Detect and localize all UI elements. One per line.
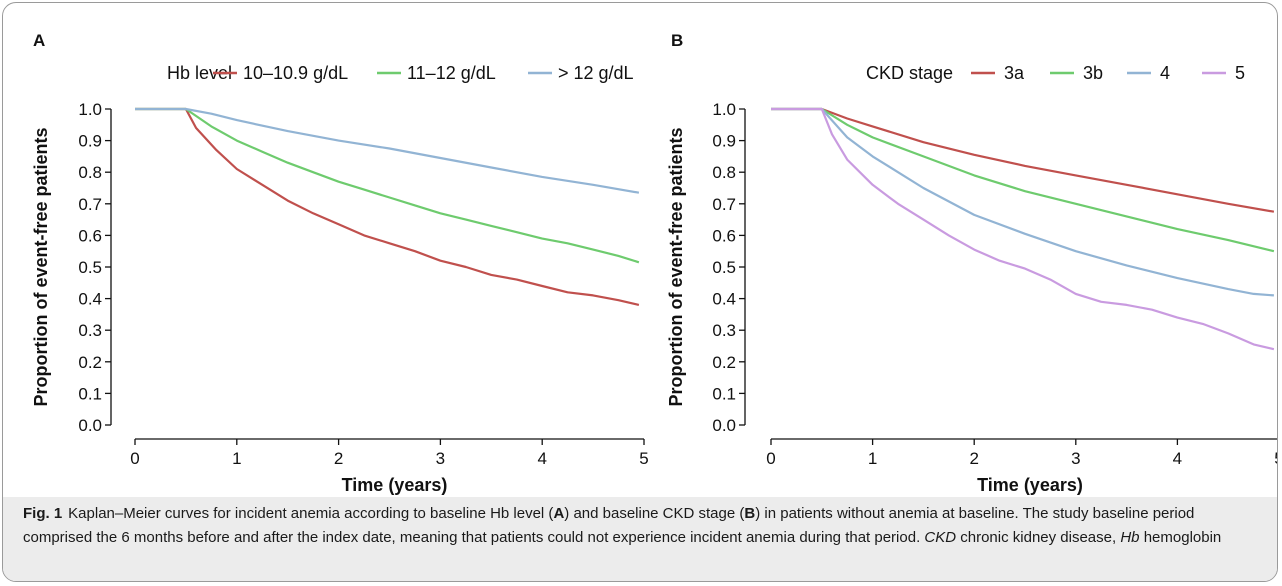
- panel-a-y-tick-label: 0.3: [78, 321, 102, 340]
- panel-b-y-tick-label: 0.3: [712, 321, 736, 340]
- panel-a-legend-label-3: > 12 g/dL: [558, 63, 634, 83]
- panel-b-x-axis-title: Time (years): [977, 475, 1083, 495]
- caption-abbr-ckd: CKD: [924, 528, 957, 546]
- panel-b-legend-title: CKD stage: [866, 63, 953, 83]
- panel-a-curve-3: [135, 107, 640, 194]
- panel-b-y-tick-label: 0.1: [712, 384, 736, 403]
- panel-a-legend-label-1: 10–10.9 g/dL: [243, 63, 348, 83]
- panel-b-curve-2: [771, 107, 1275, 253]
- panel-b-x-tick-label: 5: [1274, 449, 1278, 468]
- panel-a-y-axis-title: Proportion of event-free patients: [31, 127, 51, 406]
- panel-b-curve-3: [771, 107, 1274, 297]
- panel-a-y-tick-label: 0.8: [78, 163, 102, 182]
- panel-a-x-tick-label: 5: [639, 449, 648, 468]
- panel-a-y-tick-label: 0.9: [78, 132, 102, 151]
- panel-b-y-tick-label: 0.7: [712, 195, 736, 214]
- panel-b-x-tick-label: 0: [766, 449, 775, 468]
- panel-a-y-tick-label: 1.0: [78, 100, 102, 119]
- panel-a-letter: A: [33, 31, 45, 50]
- panel-a-legend-title: Hb level: [167, 63, 232, 83]
- panel-b-legend-label-2: 3b: [1083, 63, 1103, 83]
- panel-b-legend-label-1: 3a: [1004, 63, 1025, 83]
- panel-a-x-tick-label: 1: [232, 449, 241, 468]
- panel-b-y-tick-label: 0.5: [712, 258, 736, 277]
- panel-b-letter: B: [671, 31, 683, 50]
- caption-text-4: chronic kidney disease,: [956, 528, 1121, 546]
- panel-b-x-tick-label: 1: [868, 449, 877, 468]
- panel-b-y-tick-label: 0.2: [712, 353, 736, 372]
- panel-a-y-tick-label: 0.7: [78, 195, 102, 214]
- panel-a-curve-1: [135, 107, 640, 306]
- panel-a-x-tick-label: 3: [436, 449, 445, 468]
- panel-a-y-tick-label: 0.5: [78, 258, 102, 277]
- panel-b-y-tick-label: 0.9: [712, 132, 736, 151]
- panel-b-y-tick-label: 0.6: [712, 226, 736, 245]
- caption-panel-b-ref: B: [744, 505, 756, 522]
- panel-a-x-axis-title: Time (years): [342, 475, 448, 495]
- panel-a-x-tick-label: 2: [334, 449, 343, 468]
- figure-caption: Fig. 1 Kaplan–Meier curves for incident a…: [3, 497, 1277, 581]
- figure-label: Fig. 1: [23, 505, 63, 522]
- panel-b-x-tick-label: 3: [1071, 449, 1080, 468]
- panel-a-curve-2: [135, 107, 640, 264]
- panel-b-curve-4: [771, 107, 1275, 351]
- panel-b-y-tick-label: 1.0: [712, 100, 736, 119]
- caption-panel-a-ref: A: [553, 505, 565, 522]
- caption-text-1: Kaplan–Meier curves for incident anemia …: [68, 505, 554, 522]
- panel-a-y-tick-label: 0.0: [78, 416, 102, 435]
- panel-b-legend-label-4: 5: [1235, 63, 1245, 83]
- panel-a-x-tick-label: 4: [537, 449, 546, 468]
- panel-b-y-tick-label: 0.0: [712, 416, 736, 435]
- panel-a-y-tick-label: 0.2: [78, 353, 102, 372]
- caption-text-5: hemoglobin: [1139, 528, 1222, 546]
- panel-b-x-tick-label: 2: [969, 449, 978, 468]
- caption-text-3: ) in patients without anemia at baseline…: [23, 505, 1195, 546]
- caption-abbr-hb: Hb: [1120, 528, 1140, 546]
- panel-b-y-tick-label: 0.8: [712, 163, 736, 182]
- panel-b-x-tick-label: 4: [1173, 449, 1182, 468]
- panel-a-legend-label-2: 11–12 g/dL: [407, 63, 496, 83]
- panel-b-y-axis-title: Proportion of event-free patients: [666, 127, 686, 406]
- panel-a-y-tick-label: 0.6: [78, 226, 102, 245]
- panel-a-y-tick-label: 0.1: [78, 384, 102, 403]
- panel-a-y-tick-label: 0.4: [78, 290, 102, 309]
- panel-b-curve-1: [771, 107, 1275, 213]
- panel-b-legend-label-3: 4: [1160, 63, 1170, 83]
- caption-text-2: ) and baseline CKD stage (: [564, 505, 745, 522]
- figure-plots: A Hb level 10–10.9 g/dL 11–12 g/dL > 12 g/dL…: [31, 31, 1278, 495]
- panel-a-x-tick-label: 0: [130, 449, 139, 468]
- panel-b-y-tick-label: 0.4: [712, 290, 736, 309]
